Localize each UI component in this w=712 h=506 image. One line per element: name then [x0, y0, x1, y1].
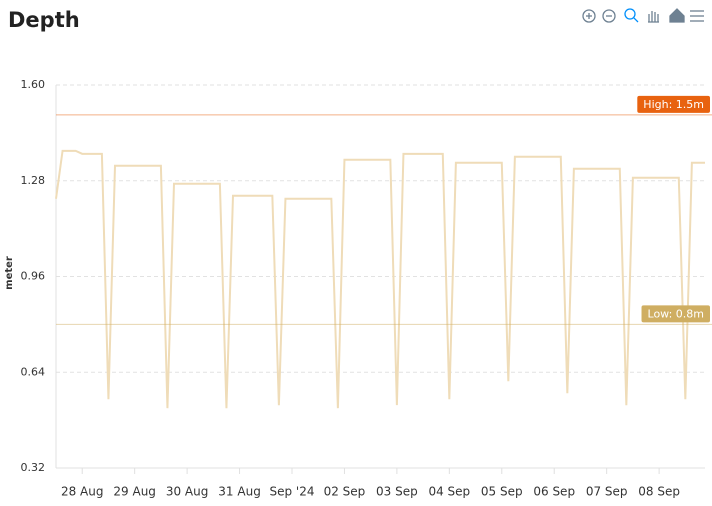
zoom-select-button[interactable]	[624, 8, 639, 23]
x-tick-label: 30 Aug	[166, 485, 209, 499]
x-tick-label: 06 Sep	[533, 485, 575, 499]
badge-background	[637, 95, 710, 113]
y-tick-label: 1.60	[21, 78, 46, 91]
pan-button[interactable]	[648, 11, 659, 23]
y-tick-label: 1.28	[21, 174, 46, 187]
y-tick-label: 0.64	[21, 365, 46, 378]
x-tick-label: 29 Aug	[113, 485, 156, 499]
depth-line	[55, 149, 705, 409]
x-tick-label: 31 Aug	[218, 485, 261, 499]
x-tick-label: 03 Sep	[376, 485, 418, 499]
x-tick-label: 28 Aug	[61, 485, 104, 499]
x-tick-label: 08 Sep	[638, 485, 680, 499]
y-tick-label: 0.32	[21, 461, 46, 474]
threshold-label: Low: 0.8m	[648, 307, 704, 320]
zoom-out-button[interactable]	[602, 9, 616, 23]
threshold-badge: Low: 0.8m	[641, 305, 710, 323]
badge-background	[641, 305, 710, 323]
toolbar	[582, 8, 704, 23]
chart-title: Depth	[8, 8, 80, 32]
x-tick-label: 02 Sep	[324, 485, 366, 499]
y-axis-label: meter	[4, 256, 15, 290]
reset-button[interactable]	[669, 8, 685, 23]
menu-button[interactable]	[690, 10, 704, 22]
x-tick-label: 07 Sep	[586, 485, 628, 499]
x-tick-label: Sep '24	[270, 485, 315, 499]
x-tick-label: 04 Sep	[428, 485, 470, 499]
threshold-label: High: 1.5m	[643, 98, 704, 111]
x-tick-label: 05 Sep	[481, 485, 523, 499]
y-tick-label: 0.96	[21, 270, 46, 283]
zoom-in-button[interactable]	[582, 9, 596, 23]
threshold-badge: High: 1.5m	[637, 95, 710, 113]
